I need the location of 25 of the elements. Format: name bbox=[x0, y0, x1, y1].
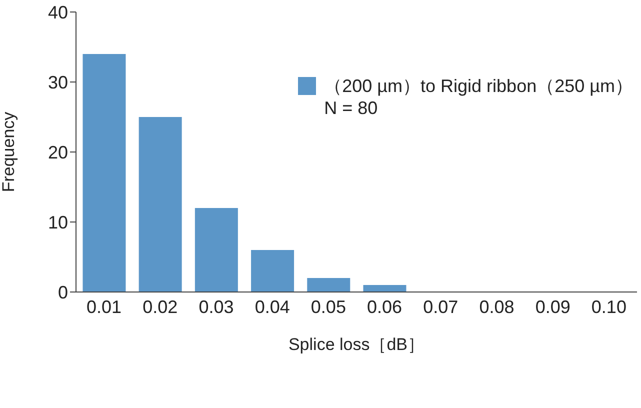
x-tick-label: 0.01 bbox=[86, 296, 122, 317]
x-tick-label: 0.06 bbox=[367, 296, 402, 317]
annotation: N = 80 bbox=[324, 97, 379, 119]
y-tick-label: 20 bbox=[48, 142, 68, 162]
y-tick-label: 0 bbox=[58, 282, 68, 302]
x-tick-label: 0.07 bbox=[423, 296, 458, 317]
y-axis-title: Frequency bbox=[0, 111, 18, 192]
y-tick-label: 30 bbox=[48, 72, 68, 92]
y-tick-label: 10 bbox=[48, 212, 68, 232]
x-tick-label: 0.08 bbox=[479, 296, 514, 317]
x-tick-label: 0.03 bbox=[198, 296, 234, 317]
bar bbox=[138, 117, 182, 292]
x-tick-label: 0.02 bbox=[142, 296, 178, 317]
x-tick-label: 0.09 bbox=[535, 296, 570, 317]
bar bbox=[307, 278, 350, 292]
x-axis-title: Splice loss［dB］ bbox=[288, 335, 425, 354]
x-tick-label: 0.05 bbox=[310, 296, 346, 317]
x-tick-label: 0.04 bbox=[254, 296, 290, 317]
y-tick-label: 40 bbox=[48, 2, 68, 22]
legend-label: （200 µm）to Rigid ribbon（250 µm） bbox=[324, 75, 633, 97]
bar bbox=[363, 285, 406, 292]
bar bbox=[251, 250, 294, 292]
bar bbox=[82, 54, 126, 292]
bar bbox=[194, 208, 238, 292]
x-tick-label: 0.10 bbox=[591, 296, 626, 317]
